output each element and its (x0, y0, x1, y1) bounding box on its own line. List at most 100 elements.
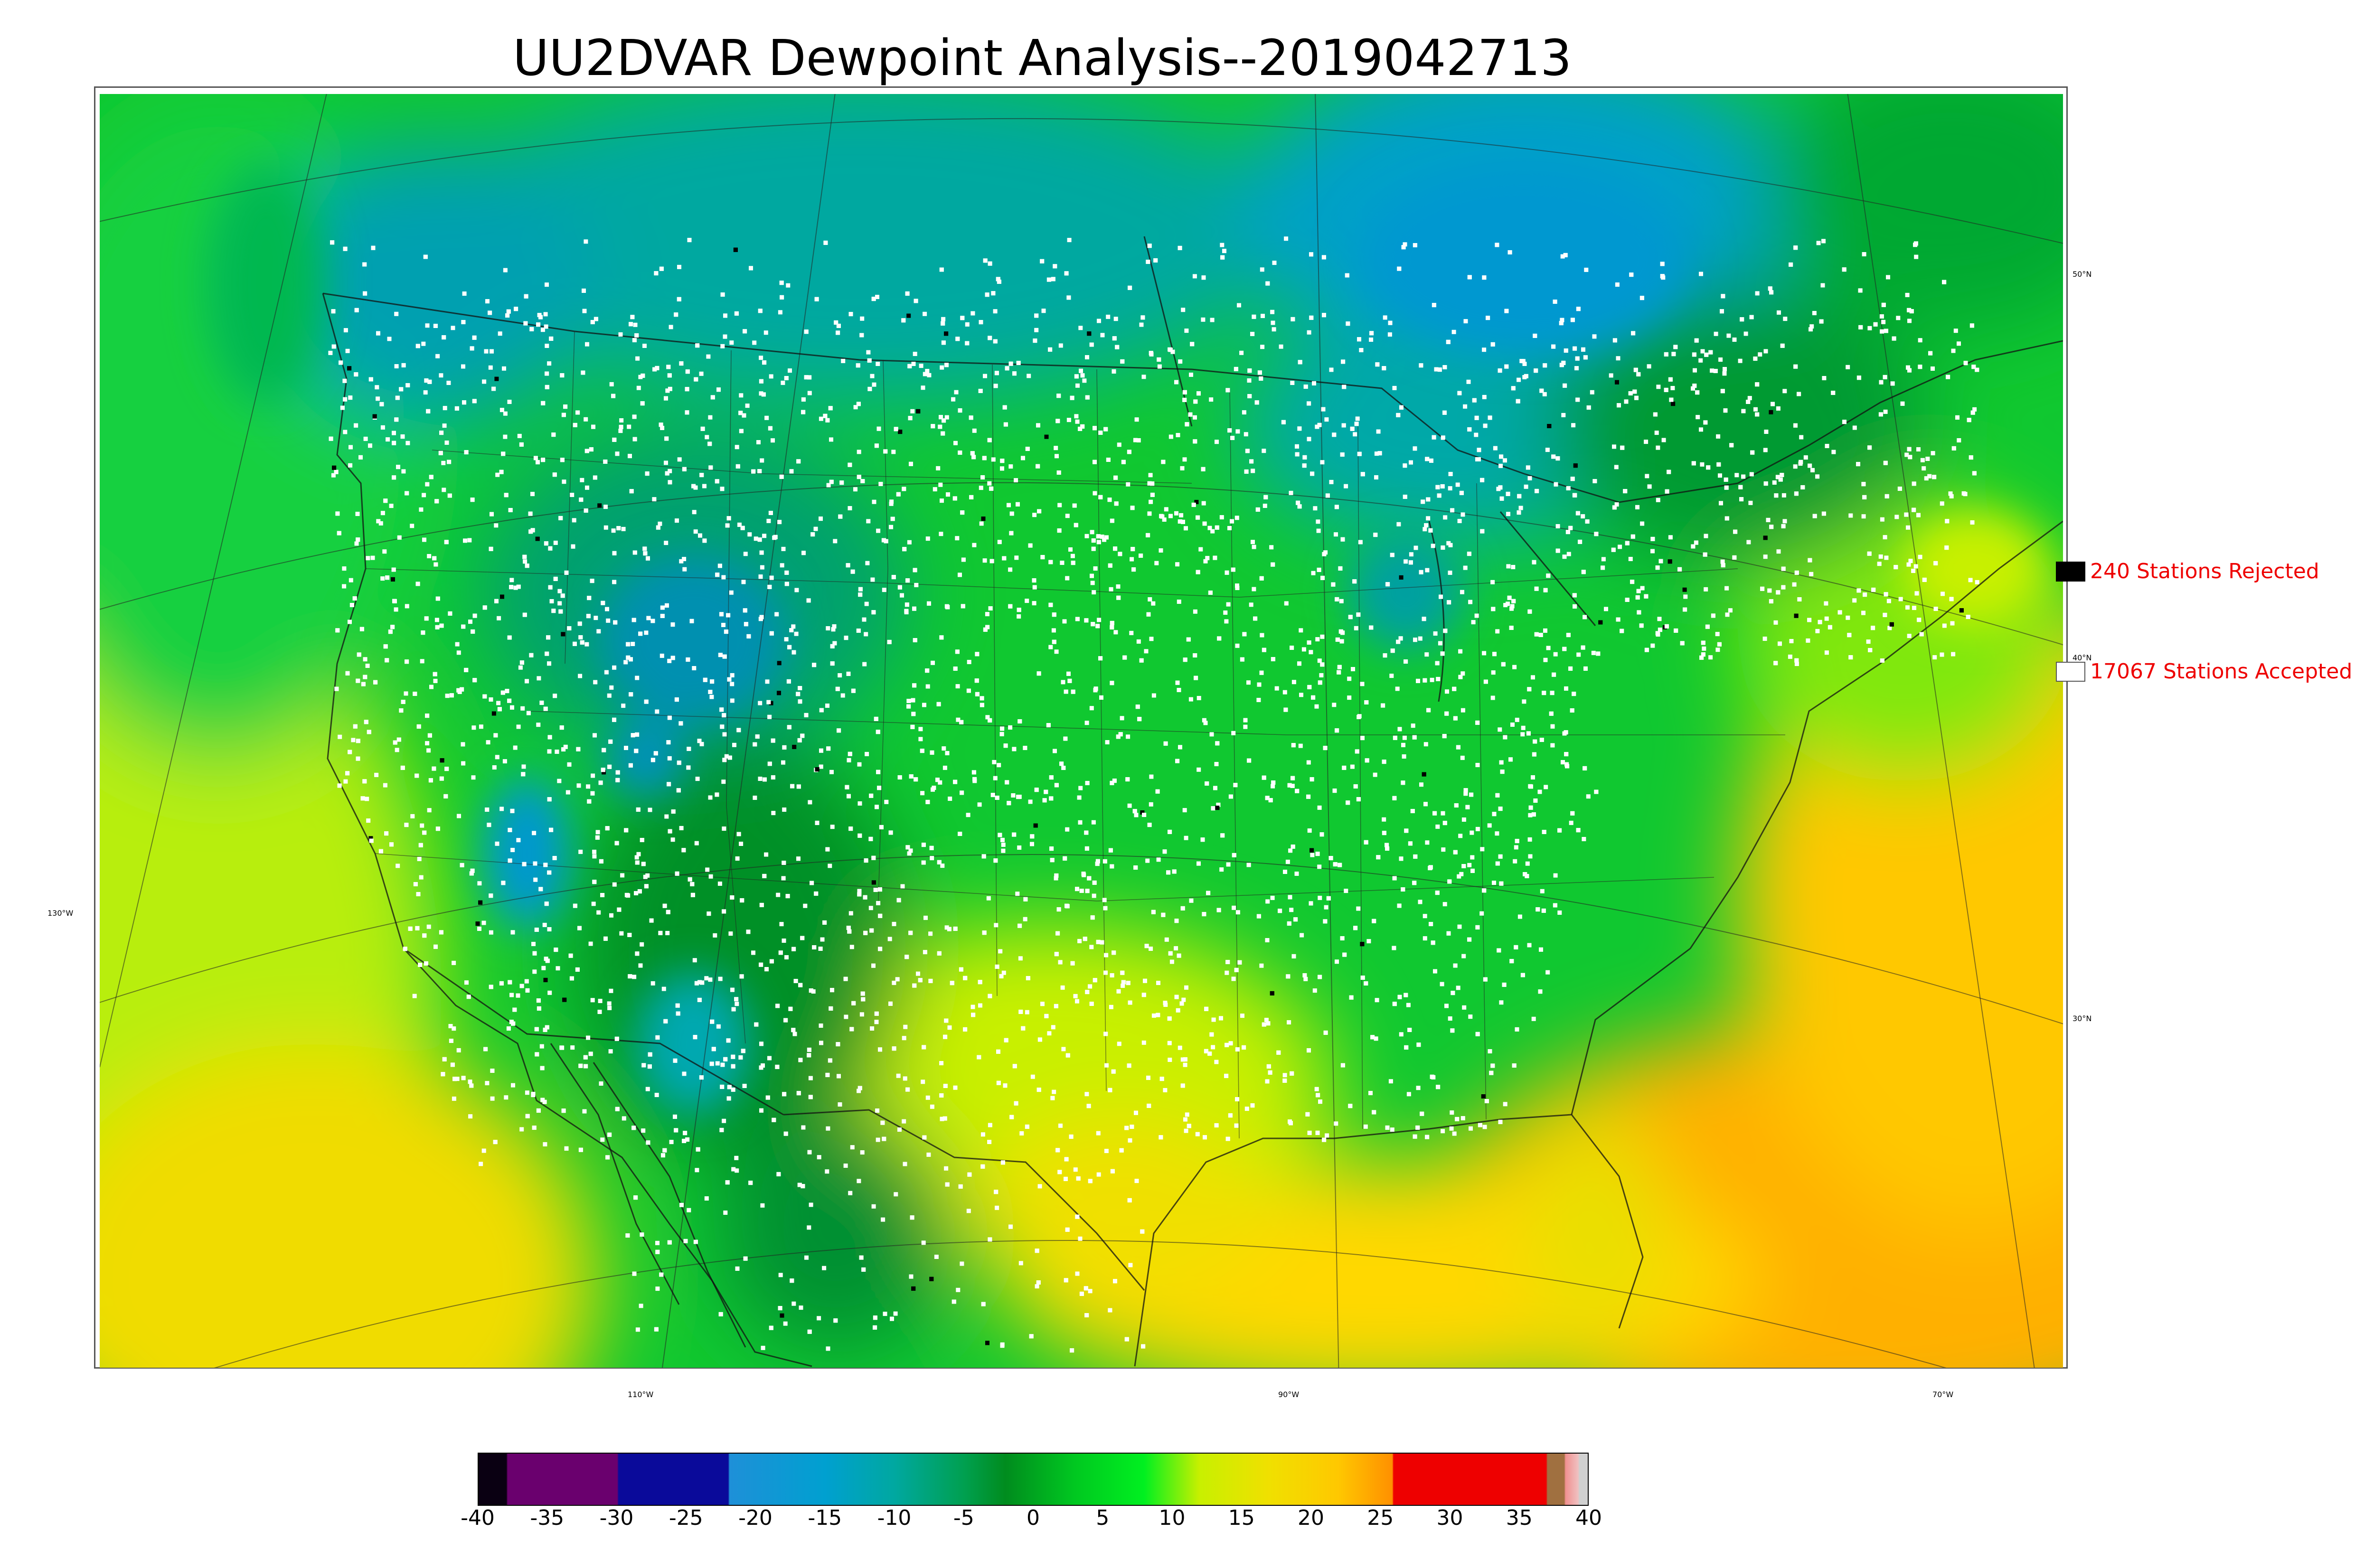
accepted-station-marker (923, 950, 927, 954)
accepted-station-marker (1447, 931, 1451, 936)
rejected-station-marker (544, 978, 548, 982)
accepted-station-marker (587, 596, 591, 600)
accepted-station-marker (1815, 474, 1819, 479)
accepted-station-marker (1563, 554, 1567, 559)
accepted-station-marker (1112, 1070, 1116, 1074)
accepted-station-marker (735, 1267, 740, 1271)
accepted-station-marker (848, 506, 852, 510)
accepted-station-marker (1636, 372, 1640, 376)
accepted-station-marker (875, 1012, 879, 1016)
accepted-station-marker (429, 778, 433, 782)
accepted-station-marker (1443, 821, 1447, 825)
accepted-station-marker (1110, 681, 1114, 685)
accepted-station-marker (510, 705, 514, 710)
accepted-station-marker (1093, 566, 1098, 571)
accepted-station-marker (1311, 695, 1315, 700)
accepted-station-marker (1059, 343, 1063, 347)
accepted-station-marker (1259, 376, 1263, 381)
accepted-station-marker (1190, 342, 1194, 346)
accepted-station-marker (477, 881, 481, 885)
accepted-station-marker (1566, 486, 1571, 490)
accepted-station-marker (748, 1181, 753, 1185)
accepted-station-marker (716, 1024, 721, 1029)
accepted-station-marker (1295, 789, 1299, 793)
accepted-station-marker (1543, 363, 1547, 367)
accepted-station-marker (1716, 434, 1720, 439)
accepted-station-marker (392, 568, 396, 572)
accepted-station-marker (971, 455, 976, 459)
accepted-station-marker (1413, 638, 1417, 642)
accepted-station-marker (880, 1121, 885, 1125)
accepted-station-marker (1954, 329, 1958, 333)
accepted-station-marker (674, 312, 678, 317)
accepted-station-marker (760, 459, 764, 463)
accepted-station-marker (707, 911, 711, 916)
accepted-station-marker (767, 715, 772, 719)
accepted-station-marker (691, 484, 696, 488)
accepted-station-marker (1773, 661, 1778, 665)
accepted-station-marker (1423, 914, 1427, 918)
accepted-station-marker (533, 862, 537, 866)
accepted-station-marker (782, 807, 786, 812)
accepted-station-marker (1291, 317, 1295, 321)
accepted-station-marker (662, 1148, 667, 1153)
accepted-station-marker (609, 1049, 613, 1053)
accepted-station-marker (1921, 458, 1925, 462)
accepted-station-marker (613, 620, 617, 625)
accepted-station-marker (695, 841, 699, 845)
accepted-station-marker (1842, 420, 1846, 424)
rejected-station-marker (1087, 331, 1091, 336)
accepted-station-marker (1279, 345, 1283, 349)
accepted-station-marker (815, 297, 819, 301)
accepted-station-marker (1424, 742, 1428, 746)
accepted-station-marker (1019, 1131, 1024, 1136)
accepted-station-marker (362, 779, 367, 783)
accepted-station-marker (1237, 960, 1242, 965)
accepted-station-marker (1899, 597, 1903, 601)
accepted-station-marker (422, 933, 426, 938)
accepted-station-marker (436, 597, 440, 601)
accepted-station-marker (804, 1256, 809, 1260)
accepted-station-marker (1054, 873, 1058, 878)
accepted-station-marker (1408, 841, 1413, 845)
accepted-station-marker (1748, 501, 1752, 505)
accepted-station-marker (874, 888, 878, 892)
accepted-station-marker (1443, 629, 1447, 633)
accepted-station-marker (722, 713, 726, 717)
accepted-station-marker (897, 1127, 902, 1132)
accepted-station-marker (1265, 899, 1270, 903)
accepted-station-marker (460, 863, 464, 867)
accepted-station-marker (1075, 384, 1080, 388)
accepted-station-marker (1263, 495, 1268, 499)
accepted-station-marker (1402, 754, 1406, 759)
accepted-station-marker (1341, 359, 1345, 364)
accepted-station-marker (655, 709, 659, 714)
accepted-station-marker (1000, 1343, 1005, 1348)
accepted-station-marker (1590, 390, 1594, 394)
accepted-station-marker (822, 920, 827, 925)
accepted-station-marker (1320, 662, 1324, 667)
accepted-station-marker (664, 541, 668, 545)
accepted-station-marker (1126, 482, 1130, 487)
accepted-station-marker (616, 526, 621, 530)
accepted-station-marker (919, 364, 923, 368)
accepted-station-marker (363, 657, 367, 661)
accepted-station-marker (1909, 559, 1913, 563)
accepted-station-marker (1564, 752, 1568, 756)
accepted-station-marker (1904, 513, 1908, 517)
accepted-station-marker (1149, 637, 1154, 641)
accepted-station-marker (1932, 655, 1937, 659)
accepted-station-marker (1457, 874, 1461, 879)
rejected-station-marker (476, 921, 480, 926)
accepted-station-marker (541, 328, 545, 332)
accepted-station-marker (445, 441, 449, 445)
accepted-station-marker (489, 697, 493, 702)
accepted-station-marker (1075, 420, 1080, 424)
accepted-station-marker (361, 796, 365, 800)
accepted-station-marker (1456, 483, 1460, 487)
accepted-station-marker (1429, 865, 1433, 869)
accepted-station-marker (1318, 896, 1322, 900)
rejected-station-marker (1671, 402, 1675, 406)
accepted-station-marker (353, 596, 357, 601)
accepted-station-marker (874, 717, 878, 721)
